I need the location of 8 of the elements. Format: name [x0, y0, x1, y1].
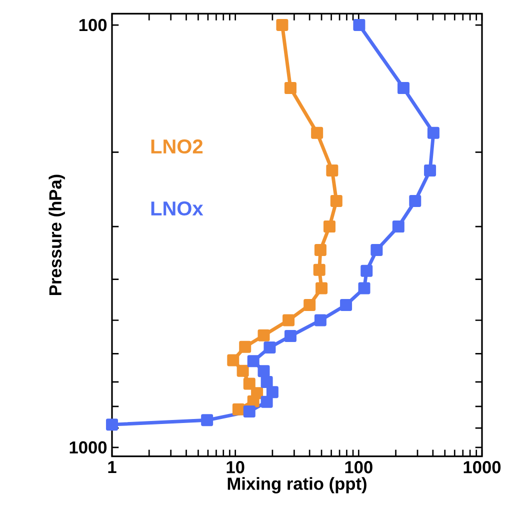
- x-tick-label: 100: [345, 461, 372, 474]
- x-tick-label: 1000: [464, 461, 501, 474]
- x-axis-title: Mixing ratio (ppt): [228, 477, 366, 494]
- x-tick-label: 1: [108, 461, 116, 473]
- x-tick-label: 10: [226, 461, 244, 474]
- y-axis-title: Pressure (hPa): [48, 174, 65, 296]
- text: LNO2: [151, 139, 203, 154]
- text: LNOx: [151, 201, 204, 216]
